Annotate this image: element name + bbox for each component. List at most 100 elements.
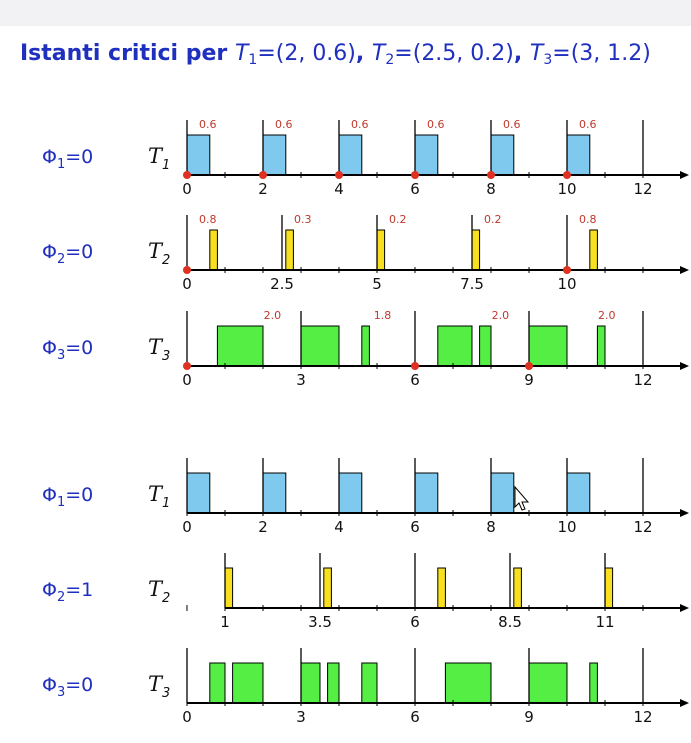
task-label: T1 — [148, 482, 170, 511]
execution-bar — [327, 662, 340, 704]
tick-label: 9 — [524, 708, 534, 726]
critical-instant-dot — [411, 171, 419, 179]
critical-instant-dot — [487, 171, 495, 179]
critical-instant-dot — [563, 266, 571, 274]
tick-label: 0 — [182, 518, 192, 536]
task-name: T — [148, 672, 164, 696]
phase-label: Φ1=0 — [42, 146, 93, 172]
task-name: T — [148, 335, 164, 359]
annotation-label: 0.6 — [579, 118, 597, 131]
tick-label: 7.5 — [460, 275, 484, 293]
critical-instant-dot — [183, 362, 191, 370]
phase-label: Φ3=0 — [42, 337, 93, 363]
execution-bar — [471, 229, 481, 271]
timeline-1: Φ1=0 T10 2 4 6 8 10 120.6 0.6 0.6 0.6 0.6 0.6 — [42, 118, 689, 198]
task-label: T1 — [148, 144, 170, 173]
execution-bar — [262, 472, 287, 514]
axis-arrowhead — [680, 362, 689, 370]
phase-subscript: 2 — [57, 590, 65, 605]
annotation-label: 0.6 — [427, 118, 445, 131]
axis-arrowhead — [680, 266, 689, 274]
execution-bar — [209, 662, 226, 704]
timeline-6: Φ3=0 T30 3 6 9 12 — [42, 648, 689, 726]
critical-instant-dot — [183, 266, 191, 274]
tick-label: 6 — [410, 518, 420, 536]
task-name: T — [148, 482, 164, 506]
annotation-label: 2.0 — [264, 309, 282, 322]
tick-label: 12 — [633, 518, 652, 536]
tick-label: 0 — [182, 371, 192, 389]
execution-bar — [285, 229, 294, 271]
mouse-cursor-icon — [514, 485, 530, 511]
phase-value: =0 — [65, 146, 93, 168]
execution-bar — [232, 662, 264, 704]
tick-label: 10 — [557, 275, 576, 293]
tick-label: 0 — [182, 275, 192, 293]
execution-bar — [444, 662, 492, 704]
task-subscript: 1 — [162, 158, 170, 173]
execution-bar — [216, 325, 264, 367]
title-task-2-sub: 2 — [385, 52, 395, 68]
tick-label: 2 — [258, 180, 268, 198]
tick-label: 4 — [334, 180, 344, 198]
phase-subscript: 3 — [57, 685, 65, 700]
tick-label: 4 — [334, 518, 344, 536]
axis-arrowhead — [680, 171, 689, 179]
execution-bar — [300, 662, 321, 704]
timeline-2: Φ2=0 T20 2.5 5 7.5 100.8 0.3 0.2 0.2 0.8 — [42, 213, 689, 293]
title-task-3-params: =(3, 1.2) — [552, 41, 651, 66]
tick-label: 2 — [258, 518, 268, 536]
phase-value: =0 — [65, 674, 93, 696]
annotation-label: 0.2 — [484, 213, 502, 226]
phase-label: Φ3=0 — [42, 674, 93, 700]
annotation-label: 2.0 — [598, 309, 616, 322]
tick-label: 8 — [486, 180, 496, 198]
execution-bar — [224, 567, 234, 609]
critical-instant-dot — [335, 171, 343, 179]
execution-bar — [490, 472, 515, 514]
title-task-1-params: =(2, 0.6) — [257, 41, 356, 66]
critical-instant-dot — [183, 171, 191, 179]
phase-symbol: Φ — [42, 241, 57, 263]
timeline-5: Φ2=1 T21 3.5 6 8.5 11 — [42, 553, 689, 631]
execution-bar — [361, 325, 370, 367]
tick-label: 0 — [182, 708, 192, 726]
title-separator-1: , — [355, 41, 372, 66]
execution-bar — [566, 134, 591, 176]
annotation-label: 0.6 — [351, 118, 369, 131]
task-subscript: 3 — [162, 349, 170, 364]
title-task-2-params: =(2.5, 0.2) — [394, 41, 514, 66]
title-separator-2: , — [513, 41, 530, 66]
execution-bar — [589, 229, 598, 271]
timeline-4: Φ1=0 T10 2 4 6 8 10 12 — [42, 458, 689, 536]
annotation-label: 0.3 — [294, 213, 312, 226]
phase-symbol: Φ — [42, 579, 57, 601]
phase-value: =0 — [65, 337, 93, 359]
slide-title: Istanti critici per T1=(2, 0.6), T2=(2.5… — [20, 41, 651, 68]
annotation-label: 0.6 — [275, 118, 293, 131]
task-subscript: 2 — [162, 591, 170, 606]
tick-label: 12 — [633, 180, 652, 198]
execution-bar — [479, 325, 492, 367]
task-label: T3 — [148, 335, 170, 364]
phase-label: Φ2=1 — [42, 579, 93, 605]
phase-subscript: 1 — [57, 157, 65, 172]
execution-bar — [437, 567, 446, 609]
phase-value: =0 — [65, 484, 93, 506]
task-subscript: 3 — [162, 686, 170, 701]
tick-label: 10 — [557, 518, 576, 536]
tick-label: 3 — [296, 708, 306, 726]
task-label: T2 — [148, 239, 170, 268]
tick-label: 3.5 — [308, 613, 332, 631]
critical-instant-dot — [259, 171, 267, 179]
phase-subscript: 3 — [57, 348, 65, 363]
tick-label: 8.5 — [498, 613, 522, 631]
critical-instant-dot — [525, 362, 533, 370]
execution-bar — [513, 567, 522, 609]
execution-bar — [186, 472, 211, 514]
phase-symbol: Φ — [42, 337, 57, 359]
annotation-label: 2.0 — [492, 309, 510, 322]
execution-bar — [338, 472, 363, 514]
phase-label: Φ1=0 — [42, 484, 93, 510]
execution-bar — [323, 567, 332, 609]
